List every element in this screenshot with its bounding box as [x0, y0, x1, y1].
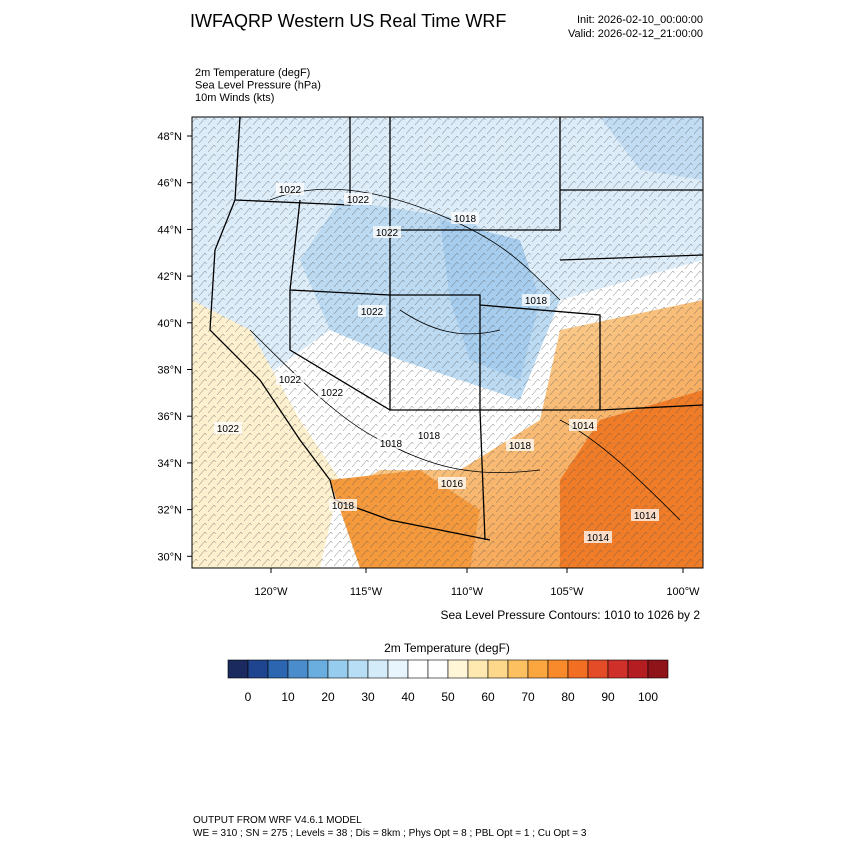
contour-label-bg: [318, 386, 346, 398]
contour-label-bg: [569, 419, 597, 431]
colorbar-box: [267, 659, 289, 679]
lat-label: 40°N: [157, 318, 182, 330]
colorbar-box: [287, 659, 309, 679]
colorbar-label: 20: [321, 690, 335, 704]
field-label: 10m Winds (kts): [195, 92, 274, 104]
contour-labels: 1022 1022 1022 1018 1018 1022 1022 1022 1022 1018…: [214, 183, 659, 544]
lat-label: 36°N: [157, 411, 182, 423]
contour-label: 1022: [279, 375, 302, 386]
lon-label: 115°W: [350, 586, 383, 598]
lon-label: 120°W: [254, 586, 288, 598]
contour-label: 1014: [587, 533, 610, 544]
colorbar-label: 90: [601, 690, 615, 704]
contour-label-bg: [373, 226, 401, 238]
colorbar-box: [487, 659, 509, 679]
colorbar-box: [327, 659, 349, 679]
contour-label-bg: [276, 183, 304, 195]
colorbar-box: [567, 659, 589, 679]
contour-label: 1014: [634, 511, 657, 522]
colorbar-box: [387, 659, 409, 679]
contour-label-bg: [631, 509, 659, 521]
colorbar-box: [247, 659, 269, 679]
lat-label: 30°N: [157, 551, 182, 563]
contour-label: 1018: [525, 296, 548, 307]
contour-label: 1022: [361, 307, 384, 318]
lat-label: 42°N: [157, 271, 182, 283]
contour-label: 1018: [332, 501, 355, 512]
contour-label-bg: [451, 212, 479, 224]
lat-label: 32°N: [157, 505, 182, 517]
contour-label: 1016: [441, 479, 464, 490]
colorbar-box: [587, 659, 609, 679]
lon-label: 110°W: [451, 586, 484, 598]
contour-label: 1018: [380, 439, 403, 450]
contour-label-bg: [358, 305, 386, 317]
colorbar-label: 60: [481, 690, 495, 704]
lon-label: 105°W: [550, 586, 584, 598]
contour-label: 1018: [509, 441, 532, 452]
colorbar-box: [447, 659, 469, 679]
lon-label: 100°W: [666, 586, 700, 598]
lat-label: 34°N: [157, 458, 182, 470]
colorbar-label: 100: [638, 690, 658, 704]
colorbar-label: 40: [401, 690, 415, 704]
contour-label: 1014: [572, 421, 595, 432]
colorbar-title: 2m Temperature (degF): [384, 641, 510, 655]
colorbar-box: [607, 659, 629, 679]
contour-label-bg: [329, 499, 357, 511]
footer-line: OUTPUT FROM WRF V4.6.1 MODEL: [193, 815, 362, 826]
field-label: 2m Temperature (degF): [195, 67, 310, 79]
contour-label-bg: [584, 531, 612, 543]
footer-line: WE = 310 ; SN = 275 ; Levels = 38 ; Dis …: [193, 828, 587, 839]
contour-label-bg: [377, 437, 405, 449]
colorbar-box: [367, 659, 389, 679]
contour-label-bg: [506, 439, 534, 451]
contour-label-bg: [344, 193, 372, 205]
colorbar-label: 70: [521, 690, 535, 704]
field-label: Sea Level Pressure (hPa): [195, 80, 321, 92]
colorbar-box: [627, 659, 649, 679]
contour-label-bg: [276, 373, 304, 385]
lat-label: 46°N: [157, 178, 182, 190]
valid-time: Valid: 2026-02-12_21:00:00: [568, 28, 703, 40]
colorbar-box: [507, 659, 529, 679]
lat-label: 38°N: [157, 365, 182, 377]
contour-label: 1022: [279, 185, 302, 196]
contour-label-bg: [438, 477, 466, 489]
contour-label: 1022: [347, 195, 370, 206]
colorbar-label: 80: [561, 690, 575, 704]
colorbar-box: [547, 659, 569, 679]
contour-label: 1022: [376, 228, 399, 239]
title: IWFAQRP Western US Real Time WRF: [190, 11, 506, 31]
colorbar-label: 50: [441, 690, 455, 704]
colorbar-label: 10: [281, 690, 295, 704]
colorbar-box: [427, 659, 449, 679]
colorbar-label: 30: [361, 690, 375, 704]
contour-note: Sea Level Pressure Contours: 1010 to 102…: [441, 608, 701, 622]
contour-label-bg: [214, 422, 242, 434]
colorbar-box: [307, 659, 329, 679]
colorbar-box: [647, 659, 669, 679]
colorbar-box: [227, 659, 249, 679]
colorbar-box: [467, 659, 489, 679]
map-axes: 48°N 46°N 44°N 42°N 40°N 38°N 36°N 34°N 32°N 30°N…: [157, 131, 700, 598]
field-list: 2m Temperature (degF)Sea Level Pressure …: [195, 67, 321, 104]
contour-label: 1018: [454, 214, 477, 225]
colorbar-label: 0: [245, 690, 252, 704]
contour-label-bg: [522, 294, 550, 306]
lat-label: 44°N: [157, 224, 182, 236]
init-time: Init: 2026-02-10_00:00:00: [577, 14, 703, 26]
contour-label-bg: [415, 429, 443, 441]
map-frame: [191, 116, 704, 569]
map-field: [192, 117, 703, 568]
colorbar: 0 10 20 30 40 50 60 70 80 90 100: [227, 659, 669, 704]
colorbar-box: [527, 659, 549, 679]
lat-label: 48°N: [157, 131, 182, 143]
colorbar-box: [407, 659, 429, 679]
contour-label: 1022: [321, 388, 344, 399]
contour-label: 1022: [217, 424, 240, 435]
colorbar-box: [347, 659, 369, 679]
contour-label: 1018: [418, 431, 441, 442]
